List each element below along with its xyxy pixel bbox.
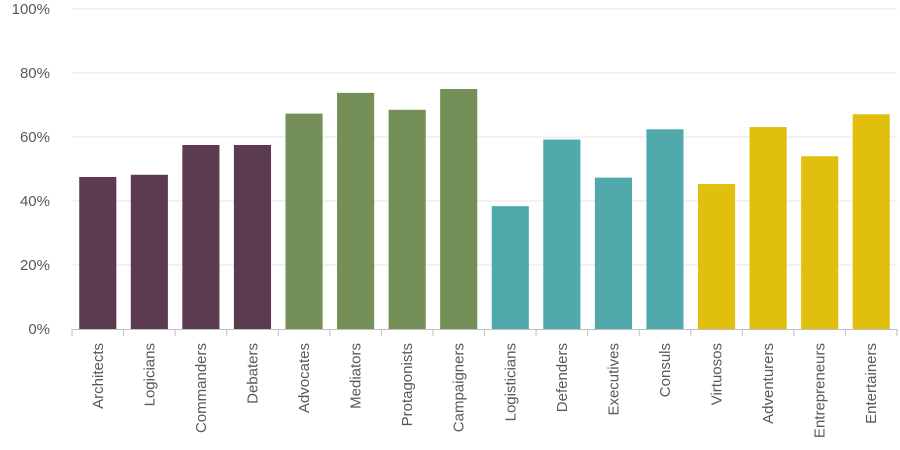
bar xyxy=(130,174,168,329)
x-category-label: Protagonists xyxy=(399,343,416,426)
x-category-label: Logisticians xyxy=(502,343,519,421)
x-category-label: Consuls xyxy=(657,343,674,397)
x-axis-category-labels: Architects Logicians Commanders Debaters Adv… xyxy=(90,343,880,438)
x-category-label: Debaters xyxy=(244,343,261,404)
y-tick-label: 40% xyxy=(20,193,50,210)
bar xyxy=(182,145,220,329)
bar xyxy=(388,109,426,329)
bar xyxy=(337,92,375,329)
bar xyxy=(646,129,684,329)
y-tick-label: 0% xyxy=(28,321,50,338)
bar xyxy=(79,177,117,329)
y-tick-label: 20% xyxy=(20,257,50,274)
bar xyxy=(543,139,581,329)
y-axis-tick-labels: 0% 20% 40% 60% 80% 100% xyxy=(12,1,50,338)
y-tick-label: 60% xyxy=(20,129,50,146)
bar xyxy=(440,89,478,329)
y-tick-label: 100% xyxy=(12,1,50,18)
bars xyxy=(79,89,890,329)
bar xyxy=(491,206,529,329)
x-axis xyxy=(71,329,898,336)
bar xyxy=(801,156,839,329)
x-category-label: Entrepreneurs xyxy=(812,343,829,438)
x-category-label: Virtuosos xyxy=(709,343,726,405)
x-category-label: Adventurers xyxy=(760,343,777,424)
bar xyxy=(697,184,736,329)
x-category-label: Campaigners xyxy=(451,343,468,432)
y-tick-label: 80% xyxy=(20,65,50,82)
bar xyxy=(852,114,890,329)
x-category-label: Mediators xyxy=(348,343,365,409)
x-category-label: Commanders xyxy=(193,343,210,433)
x-category-label: Advocates xyxy=(296,343,313,413)
x-category-label: Architects xyxy=(90,343,107,409)
x-category-label: Executives xyxy=(605,343,622,416)
bar xyxy=(749,127,787,329)
bar xyxy=(233,145,272,329)
x-category-label: Defenders xyxy=(554,343,571,412)
bar xyxy=(285,113,323,329)
x-category-label: Entertainers xyxy=(863,343,880,424)
bar xyxy=(594,177,632,329)
x-category-label: Logicians xyxy=(141,343,158,406)
